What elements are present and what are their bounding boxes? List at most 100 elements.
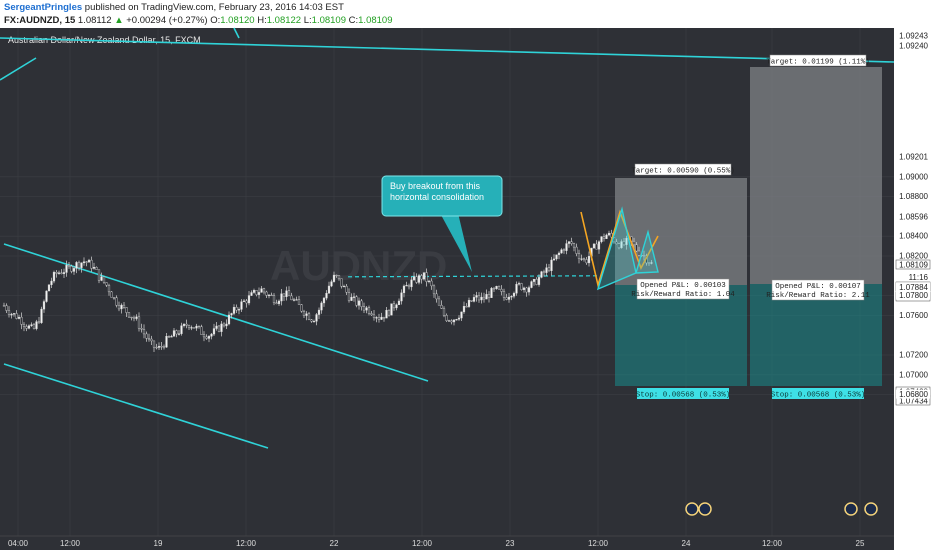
long-term-trendline[interactable] [0, 37, 895, 63]
time-tick-label: 24 [682, 539, 691, 548]
target-label-box-1 [634, 163, 732, 176]
nzd-flag-icon[interactable] [864, 502, 878, 516]
candle-body [200, 326, 203, 335]
candle-body [292, 299, 296, 301]
candle-body [97, 269, 101, 281]
watermark: AUDNZD [270, 242, 447, 289]
candle-body [577, 253, 581, 259]
candle-body [542, 271, 546, 273]
candle-body [535, 279, 538, 285]
candle-body [515, 283, 518, 294]
candle-body [257, 292, 261, 295]
harmonic-pattern-cyan[interactable] [596, 206, 659, 291]
target-label-2: Target: 0.01199 (1.11%) [766, 59, 870, 67]
candle-body [70, 265, 73, 272]
price-tick-label: 1.07434 [899, 397, 928, 406]
candle-body [237, 309, 241, 311]
candle-body [270, 294, 273, 297]
price-tick-bg [896, 290, 930, 300]
candle-body [255, 290, 258, 295]
aud-flag-icon[interactable] [685, 502, 699, 516]
time-tick-label: 23 [506, 539, 515, 548]
author-name[interactable]: SergeantPringles [4, 2, 83, 13]
candle-body [62, 272, 66, 274]
rr-label-2: Risk/Reward Ratio: 2.11 [766, 292, 870, 300]
candle-body [377, 317, 381, 320]
change-arrow-icon: ▲ [114, 15, 124, 26]
candle-body [607, 232, 611, 236]
long-position-1[interactable] [615, 178, 747, 386]
candle-body [637, 250, 641, 256]
low-label: L: [303, 15, 312, 26]
aud-flag-icon[interactable] [844, 502, 858, 516]
candle-body [95, 267, 98, 270]
candle-body [325, 293, 328, 299]
candle-body [230, 313, 233, 316]
candle-body [202, 334, 206, 338]
candle-body [587, 256, 591, 264]
time-tick-label: 12:00 [60, 539, 81, 548]
time-axis[interactable] [0, 536, 894, 550]
candle-body [125, 307, 128, 313]
price-tick-label: 1.07600 [899, 311, 928, 320]
time-tick-label: 04:00 [8, 539, 29, 548]
price-tick-bg [896, 41, 930, 50]
short-trendline-left[interactable] [0, 57, 37, 81]
price-tick-label: 1.07200 [899, 351, 928, 360]
time-axis-labels: 04:00 12:00 19 12:00 22 12:00 23 12:00 24 12:00 25 [8, 539, 865, 548]
candle-body [155, 346, 158, 349]
candles-layer [2, 229, 653, 352]
channel-upper-line[interactable] [3, 243, 429, 382]
candle-body [390, 303, 393, 316]
candle-body [277, 300, 281, 304]
harmonic-pattern-orange[interactable] [580, 209, 659, 289]
candle-body [60, 272, 63, 274]
stop-label-box-2 [772, 388, 864, 399]
long-position-2[interactable] [750, 67, 882, 386]
annotation-callout[interactable]: Buy breakout from this horizontal consol… [381, 175, 503, 272]
candle-body [330, 281, 333, 287]
short-trendline-top[interactable] [233, 27, 240, 39]
candle-body [55, 271, 58, 274]
candle-body [170, 336, 173, 338]
candle-body [585, 259, 588, 264]
candle-body [232, 307, 236, 314]
candle-body [252, 290, 256, 293]
candle-body [550, 259, 553, 271]
candle-body [115, 297, 118, 306]
price-tick-label: 1.08800 [899, 192, 928, 201]
price-tick-label: 1.08596 [899, 212, 928, 221]
channel-lower-line[interactable] [3, 363, 269, 449]
candle-body [172, 330, 176, 337]
event-flags[interactable] [685, 502, 878, 516]
candle-body [520, 283, 523, 290]
candle-body [30, 324, 33, 326]
candle-body [465, 306, 468, 308]
candle-body [397, 300, 401, 306]
candle-body [77, 262, 81, 268]
candle-body [37, 321, 41, 323]
nzd-flag-icon[interactable] [698, 502, 712, 516]
candle-body [400, 292, 403, 302]
candle-body [557, 252, 561, 256]
candle-body [100, 276, 103, 281]
pnl-box-1 [636, 278, 730, 300]
change-value: +0.00294 (+0.27%) [126, 15, 208, 26]
candle-body [417, 275, 421, 283]
price-tick-bg [896, 191, 930, 201]
candle-body [92, 267, 96, 269]
candle-body [162, 346, 166, 348]
candle-body [572, 243, 576, 248]
candle-body [327, 285, 331, 294]
candle-body [462, 306, 466, 313]
candle-body [250, 292, 253, 296]
candle-body [500, 288, 503, 292]
candle-body [120, 304, 123, 310]
candle-body [475, 295, 478, 298]
candle-body [602, 236, 606, 239]
candle-body [42, 301, 46, 310]
candle-body [405, 284, 408, 287]
candle-body [222, 323, 226, 327]
time-tick-label: 22 [330, 539, 339, 548]
